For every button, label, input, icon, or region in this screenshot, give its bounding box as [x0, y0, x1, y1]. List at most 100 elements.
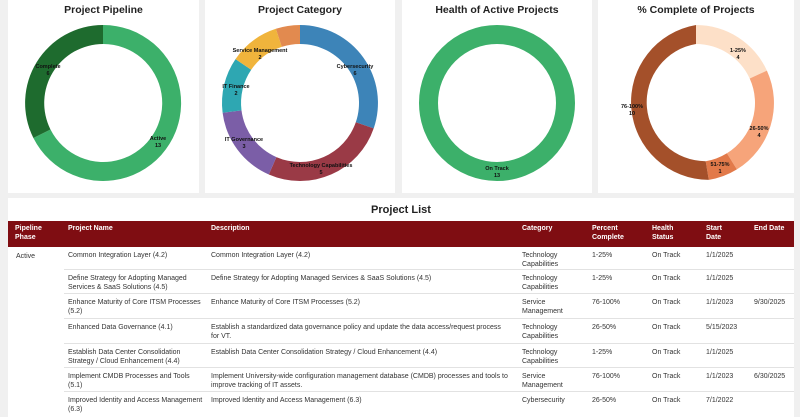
row-divider — [64, 269, 794, 270]
end-date-cell: 9/30/2025 — [754, 299, 786, 306]
header-start-date[interactable]: Start Date — [706, 225, 722, 241]
health-cell: On Track — [652, 252, 681, 259]
category-service-mgmt-slice[interactable] — [235, 28, 282, 70]
description-cell: Enhance Maturity of Core ITSM Processes … — [211, 299, 360, 306]
pct-26-50-count: 4 — [757, 133, 761, 139]
start-date-cell: 5/15/2023 — [706, 324, 738, 331]
table-row[interactable]: Enhanced Data Governance (4.1) Establish… — [8, 319, 794, 344]
table-row[interactable]: Establish Data Center Consolidation Stra… — [8, 344, 794, 368]
category-other-slice[interactable] — [275, 24, 300, 47]
category-cell: Technology Capabilities — [522, 275, 559, 291]
header-project-name[interactable]: Project Name — [68, 225, 113, 232]
start-date-cell: 1/1/2025 — [706, 275, 734, 282]
category-cybersecurity-slice[interactable] — [300, 25, 378, 129]
category-it-finance-count: 2 — [234, 91, 237, 97]
description-cell: Implement University-wide configuration … — [211, 373, 508, 389]
header-end-date[interactable]: End Date — [754, 225, 785, 232]
row-divider — [64, 391, 794, 392]
health-title: Health of Active Projects — [435, 4, 559, 16]
start-date-cell: 1/1/2025 — [706, 252, 734, 259]
header-percent-complete[interactable]: Percent Complete — [592, 225, 624, 241]
project-name-cell[interactable]: Implement CMDB Processes and Tools (5.1) — [68, 373, 190, 389]
category-service-mgmt-label: Service Management — [233, 48, 288, 54]
project-pipeline-donut: Complete 6 Active 13 — [25, 24, 182, 181]
table-row[interactable]: Enhance Maturity of Core ITSM Processes … — [8, 294, 794, 319]
pct-76-100-slice[interactable] — [631, 25, 709, 180]
description-cell: Establish Data Center Consolidation Stra… — [211, 349, 438, 356]
pct-76-100-count: 10 — [629, 111, 635, 117]
pipeline-active-label: Active — [150, 136, 167, 142]
category-cell: Service Management — [522, 299, 563, 315]
health-tile: Health of Active Projects On Track 13 — [402, 0, 592, 193]
project-list-title: Project List — [371, 204, 431, 216]
category-technology-label: Technology Capabilities — [290, 163, 353, 169]
percent-cell: 26-50% — [592, 324, 617, 331]
health-cell: On Track — [652, 324, 681, 331]
category-technology-count: 5 — [319, 170, 322, 176]
description-cell: Establish a standardized data governance… — [211, 324, 501, 340]
pct-26-50-label: 26-50% — [750, 126, 769, 132]
project-category-title: Project Category — [257, 4, 343, 16]
table-row[interactable]: Define Strategy for Adopting Managed Ser… — [8, 270, 794, 294]
pct-1-25-label: 1-25% — [730, 48, 746, 54]
description-cell: Define Strategy for Adopting Managed Ser… — [211, 275, 432, 282]
pipeline-complete-count: 6 — [46, 71, 49, 77]
project-pipeline-tile: Project Pipeline Complete 6 Active 13 — [8, 0, 199, 193]
percent-complete-donut: 1-25% 4 76-100% 10 26-50% 4 51-75% 1 — [621, 25, 774, 180]
project-name-cell[interactable]: Define Strategy for Adopting Managed Ser… — [68, 275, 187, 291]
project-category-tile: Project Category Service Management 2 Cy… — [205, 0, 395, 193]
row-divider — [64, 293, 794, 294]
start-date-cell: 1/1/2025 — [706, 349, 734, 356]
start-date-cell: 1/1/2023 — [706, 373, 734, 380]
project-category-donut: Service Management 2 Cybersecurity 6 IT … — [221, 24, 378, 181]
pipeline-active-count: 13 — [155, 143, 161, 149]
end-date-cell: 6/30/2025 — [754, 373, 786, 380]
description-cell: Common Integration Layer (4.2) — [211, 252, 311, 259]
header-category[interactable]: Category — [522, 225, 553, 232]
header-pipeline-phase[interactable]: Pipeline Phase — [15, 225, 42, 241]
category-cell: Technology Capabilities — [522, 252, 559, 268]
percent-cell: 1-25% — [592, 349, 613, 356]
table-row[interactable]: Improved Identity and Access Management … — [8, 392, 794, 416]
pct-1-25-slice[interactable] — [696, 25, 767, 79]
category-it-governance-count: 3 — [242, 144, 245, 150]
pct-26-50-slice[interactable] — [726, 70, 774, 170]
health-cell: On Track — [652, 275, 681, 282]
project-name-cell[interactable]: Enhance Maturity of Core ITSM Processes … — [68, 299, 201, 315]
table-row[interactable]: Implement CMDB Processes and Tools (5.1)… — [8, 368, 794, 392]
category-technology-slice[interactable] — [268, 122, 374, 181]
health-on-track-label: On Track — [485, 166, 509, 172]
project-name-cell[interactable]: Improved Identity and Access Management … — [68, 397, 203, 413]
project-name-cell[interactable]: Establish Data Center Consolidation Stra… — [68, 349, 181, 365]
category-cell: Service Management — [522, 373, 563, 389]
percent-cell: 26-50% — [592, 397, 617, 404]
category-cell: Technology Capabilities — [522, 349, 559, 365]
pct-76-100-label: 76-100% — [621, 104, 643, 110]
project-name-cell[interactable]: Enhanced Data Governance (4.1) — [68, 324, 173, 331]
pct-51-75-slice[interactable] — [705, 153, 737, 180]
category-it-finance-slice[interactable] — [221, 59, 252, 113]
pipeline-complete-label: Complete — [35, 64, 60, 70]
description-cell: Improved Identity and Access Management … — [211, 397, 362, 404]
health-donut: On Track 13 — [419, 25, 575, 181]
row-divider — [64, 343, 794, 344]
header-health-status[interactable]: Health Status — [652, 225, 674, 241]
pct-51-75-label: 51-75% — [711, 162, 730, 168]
percent-complete-title: % Complete of Projects — [637, 4, 755, 16]
start-date-cell: 7/1/2022 — [706, 397, 734, 404]
pipeline-complete-slice[interactable] — [25, 25, 103, 138]
health-on-track-count: 13 — [494, 173, 500, 179]
category-cybersecurity-label: Cybersecurity — [337, 64, 375, 70]
table-row[interactable]: Common Integration Layer (4.2) Common In… — [8, 247, 794, 270]
row-divider — [64, 318, 794, 319]
header-description[interactable]: Description — [211, 225, 250, 232]
pct-51-75-count: 1 — [718, 169, 721, 175]
health-cell: On Track — [652, 397, 681, 404]
category-it-governance-slice[interactable] — [222, 110, 277, 175]
percent-cell: 1-25% — [592, 252, 613, 259]
project-name-cell[interactable]: Common Integration Layer (4.2) — [68, 252, 168, 259]
percent-cell: 76-100% — [592, 373, 621, 380]
health-on-track-slice[interactable] — [419, 25, 575, 181]
category-service-mgmt-count: 2 — [258, 55, 261, 61]
percent-complete-tile: % Complete of Projects 1-25% 4 76-100% 1… — [598, 0, 794, 193]
